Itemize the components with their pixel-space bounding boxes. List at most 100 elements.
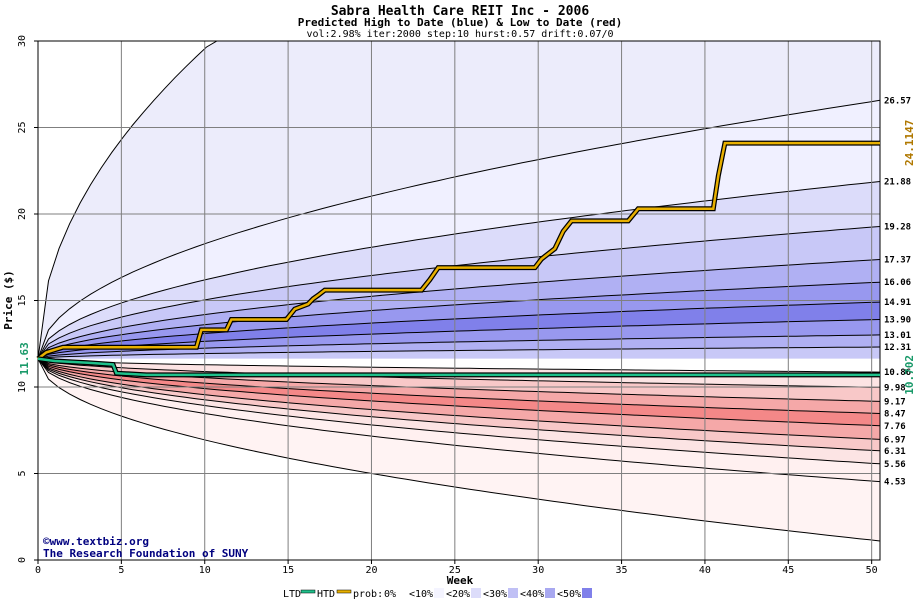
legend-ltd-label: LTD xyxy=(283,589,301,600)
band-end-label: 16.06 xyxy=(884,278,911,288)
upper-band-6 xyxy=(38,302,880,359)
upper-band-line-6 xyxy=(37,301,881,360)
legend-prob-swatch xyxy=(545,588,555,598)
htd-line xyxy=(37,141,880,360)
band-end-label: 21.88 xyxy=(884,177,911,187)
band-end-label: 19.28 xyxy=(884,222,911,232)
lower-band-line-7 xyxy=(37,358,881,452)
band-end-label: 9.17 xyxy=(884,397,906,407)
legend-prob-item-label: <40% xyxy=(520,589,544,600)
upper-band-outer xyxy=(38,41,880,359)
lower-band-5 xyxy=(38,358,880,426)
band-end-label: 6.97 xyxy=(884,435,906,445)
y-tick-label: 25 xyxy=(17,121,28,133)
upper-band-line-2 xyxy=(37,181,881,360)
x-tick-label: 50 xyxy=(866,565,878,576)
legend-prob-swatch xyxy=(397,588,407,598)
legend-prob-swatch xyxy=(471,588,481,598)
lower-band-3 xyxy=(38,358,880,402)
y-tick-label: 10 xyxy=(17,381,28,393)
lower-band-6 xyxy=(38,358,880,440)
legend-htd-label: HTD xyxy=(317,589,335,600)
upper-band-2 xyxy=(38,181,880,359)
ltd-value-label: 10.702 xyxy=(903,355,916,395)
y-axis-label: Price ($) xyxy=(2,270,15,330)
x-tick-label: 35 xyxy=(616,565,628,576)
band-end-label: 13.90 xyxy=(884,316,911,326)
x-tick-label: 20 xyxy=(365,565,377,576)
chart-subtitle: Predicted High to Date (blue) & Low to D… xyxy=(298,16,623,29)
x-axis-label: Week xyxy=(447,574,474,587)
htd-value-label: 24.1147 xyxy=(903,120,916,166)
legend-prob-swatch xyxy=(434,588,444,598)
band-end-label: 9.98 xyxy=(884,383,906,393)
upper-band-line-9 xyxy=(37,346,881,360)
y-tick-label: 5 xyxy=(17,470,28,476)
ltd-line xyxy=(37,357,880,377)
lower-band-line-1 xyxy=(37,358,881,373)
band-end-label: 4.53 xyxy=(884,478,906,488)
lower-band-9 xyxy=(38,358,880,482)
x-tick-label: 10 xyxy=(199,565,211,576)
band-end-label: 12.31 xyxy=(884,343,911,353)
start-price-label: 11.63 xyxy=(18,342,31,375)
legend-prob-item-label: <20% xyxy=(446,589,470,600)
upper-band-3 xyxy=(38,226,880,359)
lower-band-8 xyxy=(38,358,880,464)
legend-prob-item-label: <30% xyxy=(483,589,507,600)
lower-band-line-2 xyxy=(37,358,881,388)
lower-band-line-8 xyxy=(37,358,881,465)
lower-extreme-line xyxy=(37,358,881,542)
band-end-label: 7.76 xyxy=(884,422,906,432)
chart-params: vol:2.98% iter:2000 step:10 hurst:0.57 d… xyxy=(306,29,613,40)
band-end-label: 6.31 xyxy=(884,447,906,457)
upper-band-line-1 xyxy=(37,99,881,359)
upper-band-5 xyxy=(38,282,880,359)
legend-htd-swatch xyxy=(336,589,352,594)
upper-extreme-region xyxy=(38,41,880,359)
upper-band-9 xyxy=(38,347,880,359)
band-end-label: 10.86 xyxy=(884,368,911,378)
upper-band-line-4 xyxy=(37,259,881,360)
y-tick-label: 0 xyxy=(17,557,28,563)
lower-band-line-9 xyxy=(37,358,881,483)
y-tick-label: 30 xyxy=(17,35,28,47)
upper-band-1 xyxy=(38,100,880,359)
lower-band-1 xyxy=(38,358,880,373)
legend-ltd-swatch xyxy=(300,589,316,594)
lower-band-7 xyxy=(38,358,880,451)
credit-line-1: ©www.textbiz.org xyxy=(43,535,149,548)
legend-prob-item-label: 0% xyxy=(384,589,396,600)
lower-band-line-5 xyxy=(37,358,881,427)
upper-band-7 xyxy=(38,319,880,359)
upper-band-4 xyxy=(38,259,880,359)
x-tick-label: 25 xyxy=(449,565,461,576)
x-tick-label: 15 xyxy=(282,565,294,576)
y-tick-label: 20 xyxy=(17,208,28,220)
upper-band-line-7 xyxy=(37,319,881,360)
x-tick-label: 45 xyxy=(782,565,794,576)
legend-prob-label: prob: xyxy=(353,589,383,600)
lower-band-outer xyxy=(38,358,880,541)
lower-band-line-6 xyxy=(37,358,881,440)
credit-line-2: The Research Foundation of SUNY xyxy=(43,547,249,560)
x-tick-label: 30 xyxy=(532,565,544,576)
band-end-label: 8.47 xyxy=(884,409,906,419)
band-end-label: 14.91 xyxy=(884,298,911,308)
x-tick-label: 0 xyxy=(35,565,41,576)
legend-prob-swatch xyxy=(508,588,518,598)
lower-band-4 xyxy=(38,358,880,414)
band-end-label: 26.57 xyxy=(884,96,911,106)
band-end-label: 5.56 xyxy=(884,460,906,470)
legend-prob-item-label: <10% xyxy=(409,589,433,600)
band-end-label: 17.37 xyxy=(884,255,911,265)
x-tick-label: 5 xyxy=(118,565,124,576)
band-end-label: 13.01 xyxy=(884,331,911,341)
y-tick-label: 15 xyxy=(17,294,28,306)
chart-title: Sabra Health Care REIT Inc - 2006 xyxy=(331,4,589,19)
upper-band-line-5 xyxy=(37,281,881,360)
legend-prob-swatch xyxy=(582,588,592,598)
legend-prob-item-label: <50% xyxy=(557,589,581,600)
